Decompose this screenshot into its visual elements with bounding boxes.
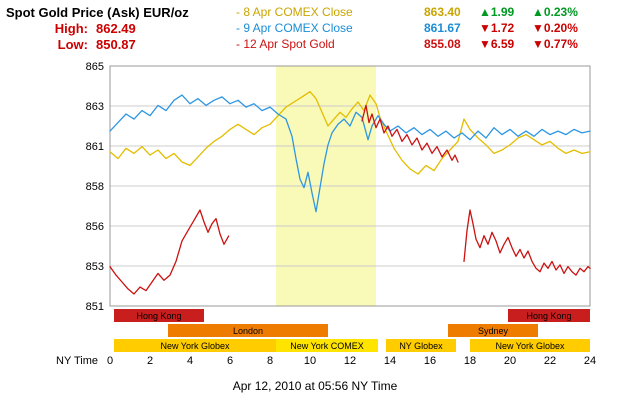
legend-row-8-apr: - 8 Apr COMEX Close 863.40 ▲1.99 ▲0.23% [0,5,630,21]
legend-row-12-apr: - 12 Apr Spot Gold 855.08 ▼6.59 ▼0.77% [0,37,630,53]
session-bar-label: London [233,326,263,336]
session-bar-london [168,324,328,337]
legend-value-9-apr: 861.67 [424,21,461,35]
x-axis-tick-label: 20 [504,355,516,367]
x-axis-tick-label: 0 [107,355,113,367]
chart-header: Spot Gold Price (Ask) EUR/oz High: 862.49… [0,0,630,56]
legend-change-8-apr: ▲1.99 [479,5,515,19]
high-readout: High: 862.49 [0,21,136,36]
session-bar-label: Hong Kong [526,311,571,321]
plot-border [109,65,591,307]
series-line-12-apr-spot-gold [463,209,591,276]
y-axis-tick-label: 851 [86,301,104,313]
x-axis-tick-label: 16 [424,355,436,367]
legend-label-8-apr: - 8 Apr COMEX Close [236,5,353,19]
session-bar-label: Sydney [478,326,509,336]
y-axis-tick-label: 858 [86,181,104,193]
y-axis-tick-label: 865 [86,61,104,73]
x-axis-tick-label: 14 [384,355,396,367]
session-bar-hong-kong [114,309,204,322]
x-axis-title: NY Time [56,355,98,367]
legend-value-12-apr: 855.08 [424,37,461,51]
legend-change-9-apr: ▼1.72 [479,21,515,35]
legend-label-9-apr: - 9 Apr COMEX Close [236,21,353,35]
legend-change-pct-12-apr: ▼0.77% [532,37,578,51]
y-axis-tick-label: 863 [86,101,104,113]
session-bar-new-york-comex [276,339,378,352]
low-label: Low: [57,37,88,52]
x-axis-tick-label: 10 [304,355,316,367]
x-axis-tick-label: 12 [344,355,356,367]
session-bar-sydney [448,324,538,337]
x-axis-tick-label: 24 [584,355,596,367]
legend-change-pct-8-apr: ▲0.23% [532,5,578,19]
low-value: 850.87 [96,37,136,52]
x-axis-tick-label: 22 [544,355,556,367]
price-chart: 865 863 861 858 856 853 851 Hong Kong Hong Kong L… [56,61,596,367]
x-axis-tick-label: 4 [187,355,193,367]
series-line-8-apr-comex-close [109,91,591,175]
legend-change-pct-9-apr: ▼0.20% [532,21,578,35]
x-axis-tick-label: 8 [267,355,273,367]
legend-change-12-apr: ▼6.59 [479,37,515,51]
x-axis-tick-label: 6 [227,355,233,367]
x-axis-tick-label: 18 [464,355,476,367]
session-bar-label: New York Globex [495,341,565,351]
chart-caption: Apr 12, 2010 at 05:56 NY Time [232,379,398,393]
chart-title: Spot Gold Price (Ask) EUR/oz [6,5,189,20]
session-bar-new-york-globex [470,339,590,352]
high-label: High: [54,21,88,36]
series-line-9-apr-comex-close [109,94,591,213]
series-line-12-apr-spot-gold [109,209,230,295]
session-bar-label: New York COMEX [290,341,364,351]
y-axis-tick-label: 853 [86,261,104,273]
series-line-12-apr-spot-gold [361,104,459,163]
session-bar-new-york-globex [114,339,276,352]
session-bar-ny-globex [386,339,456,352]
legend-value-8-apr: 863.40 [424,5,461,19]
session-bar-hong-kong [508,309,590,322]
session-bar-label: Hong Kong [136,311,181,321]
high-value: 862.49 [96,21,136,36]
session-bar-label: New York Globex [160,341,230,351]
legend-row-9-apr: - 9 Apr COMEX Close 861.67 ▼1.72 ▼0.20% [0,21,630,37]
y-axis-tick-label: 856 [86,221,104,233]
session-bar-label: NY Globex [399,341,443,351]
y-axis-tick-label: 861 [86,141,104,153]
x-axis-tick-label: 2 [147,355,153,367]
low-readout: Low: 850.87 [0,37,136,52]
legend-label-12-apr: - 12 Apr Spot Gold [236,37,335,51]
